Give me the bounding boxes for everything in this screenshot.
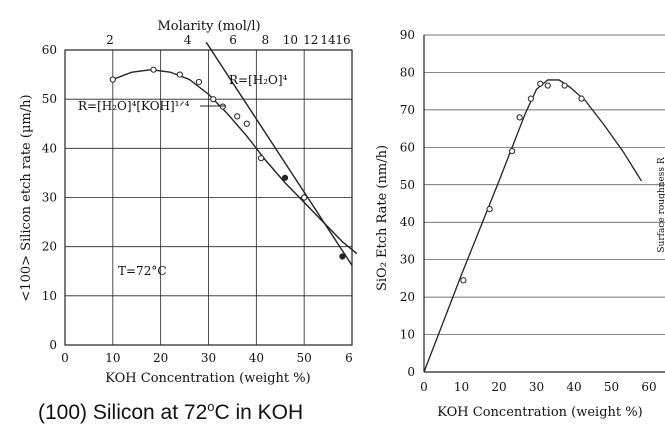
right-data-point: [460, 277, 467, 284]
left-x-tick-label: 20: [153, 351, 168, 365]
left-y-tick-label: 10: [42, 289, 57, 303]
right-x-tick-label: 60: [641, 380, 656, 394]
left-data-point: [150, 66, 157, 73]
right-y-tick-label: 80: [400, 65, 415, 79]
right-y-tick-label: 10: [400, 328, 415, 342]
left-annotation-r1: R=[H₂O]⁴[KOH]¹ᐟ⁴: [78, 99, 190, 113]
left-top-tick-label: 16: [335, 33, 350, 47]
left-y-axis-label: <100> Silicon etch rate (µm/h): [19, 94, 34, 301]
left-data-point: [210, 96, 217, 103]
left-top-tick-label: 12: [303, 33, 318, 47]
left-data-point: [243, 120, 250, 127]
right-x-tick-label: 20: [491, 380, 506, 394]
right-y-tick-label: 0: [407, 365, 415, 379]
left-top-tick-label: 2: [106, 33, 114, 47]
right-x-tick-label: 10: [454, 380, 469, 394]
left-x-tick-label: 30: [201, 351, 216, 365]
left-data-point: [281, 174, 289, 181]
right-data-point: [561, 82, 568, 89]
right-y-tick-label: 30: [400, 253, 415, 267]
caption-prefix: (100) Silicon at 72: [38, 401, 208, 424]
right-x-tick-label: 50: [604, 380, 619, 394]
left-y-tick-label: 30: [42, 191, 57, 205]
left-data-point: [301, 194, 308, 201]
left-data-point: [234, 113, 241, 120]
left-y-tick-label: 40: [42, 141, 57, 155]
left-x-axis-label: KOH Concentration (weight %): [105, 371, 310, 386]
right-data-point: [537, 80, 544, 87]
right-data-point: [578, 95, 585, 102]
left-data-point: [339, 253, 346, 260]
right-data-point: [516, 114, 523, 121]
right-y-tick-label: 50: [400, 178, 415, 192]
left-data-point: [176, 71, 183, 78]
figure-caption: (100) Silicon at 72oC in KOH: [38, 399, 303, 425]
caption-suffix: C in KOH: [214, 401, 304, 424]
left-x-tick-label: 6: [345, 351, 353, 365]
left-x-tick-label: 10: [105, 351, 120, 365]
right-y-tick-label: 70: [400, 103, 415, 117]
right-data-point: [509, 147, 516, 155]
left-data-point: [195, 78, 203, 86]
left-y-tick-label: 50: [42, 92, 57, 106]
left-data-point: [219, 103, 226, 110]
left-fit-line: [205, 41, 353, 266]
right-y-tick-label: 60: [400, 140, 415, 154]
left-x-tick-label: 50: [297, 351, 312, 365]
left-annotation-temp: T=72°C: [118, 264, 167, 278]
right-y-tick-label: 40: [400, 215, 415, 229]
right-plot-area-background: [366, 14, 665, 441]
right-x-tick-label: 40: [566, 380, 581, 394]
right-y-tick-label: 90: [400, 28, 415, 42]
right-data-point: [486, 206, 493, 213]
left-top-tick-label: 10: [283, 33, 298, 47]
left-y-tick-label: 60: [42, 43, 57, 57]
right-fit-curve: [423, 79, 643, 373]
left-top-tick-label: 6: [229, 33, 237, 47]
left-data-point: [109, 76, 116, 83]
left-y-tick-label: 20: [42, 240, 57, 254]
left-fit-curve: [112, 68, 358, 255]
left-top-axis-label: Molarity (mol/l): [157, 19, 260, 34]
right-data-point: [527, 95, 534, 102]
left-top-tick-label: 8: [262, 33, 270, 47]
left-annotation-r2: R=[H₂O]⁴: [229, 73, 288, 87]
right-chart: 0 10 20 30 40 50 60 70 80 90 0 10 20 30 40 50 60 KOH Co…: [366, 14, 665, 441]
right-y-axis-label: SiO₂ Etch Rate (nm/h): [375, 145, 390, 291]
left-data-point: [258, 155, 265, 162]
right-x-tick-label: 0: [420, 380, 428, 394]
caption-superscript: o: [207, 399, 215, 414]
left-y-tick-label: 0: [49, 338, 57, 352]
right-x-axis-label: KOH Concentration (weight %): [437, 405, 642, 420]
right-clipped-axis-label: Surface roughness R: [657, 157, 665, 252]
right-x-tick-label: 30: [529, 380, 544, 394]
left-x-tick-label: 0: [61, 351, 69, 365]
left-top-tick-label: 14: [320, 33, 336, 47]
left-x-tick-label: 40: [249, 351, 264, 365]
right-y-tick-label: 20: [400, 290, 415, 304]
right-data-point: [544, 82, 551, 89]
left-top-tick-label: 4: [184, 33, 192, 47]
